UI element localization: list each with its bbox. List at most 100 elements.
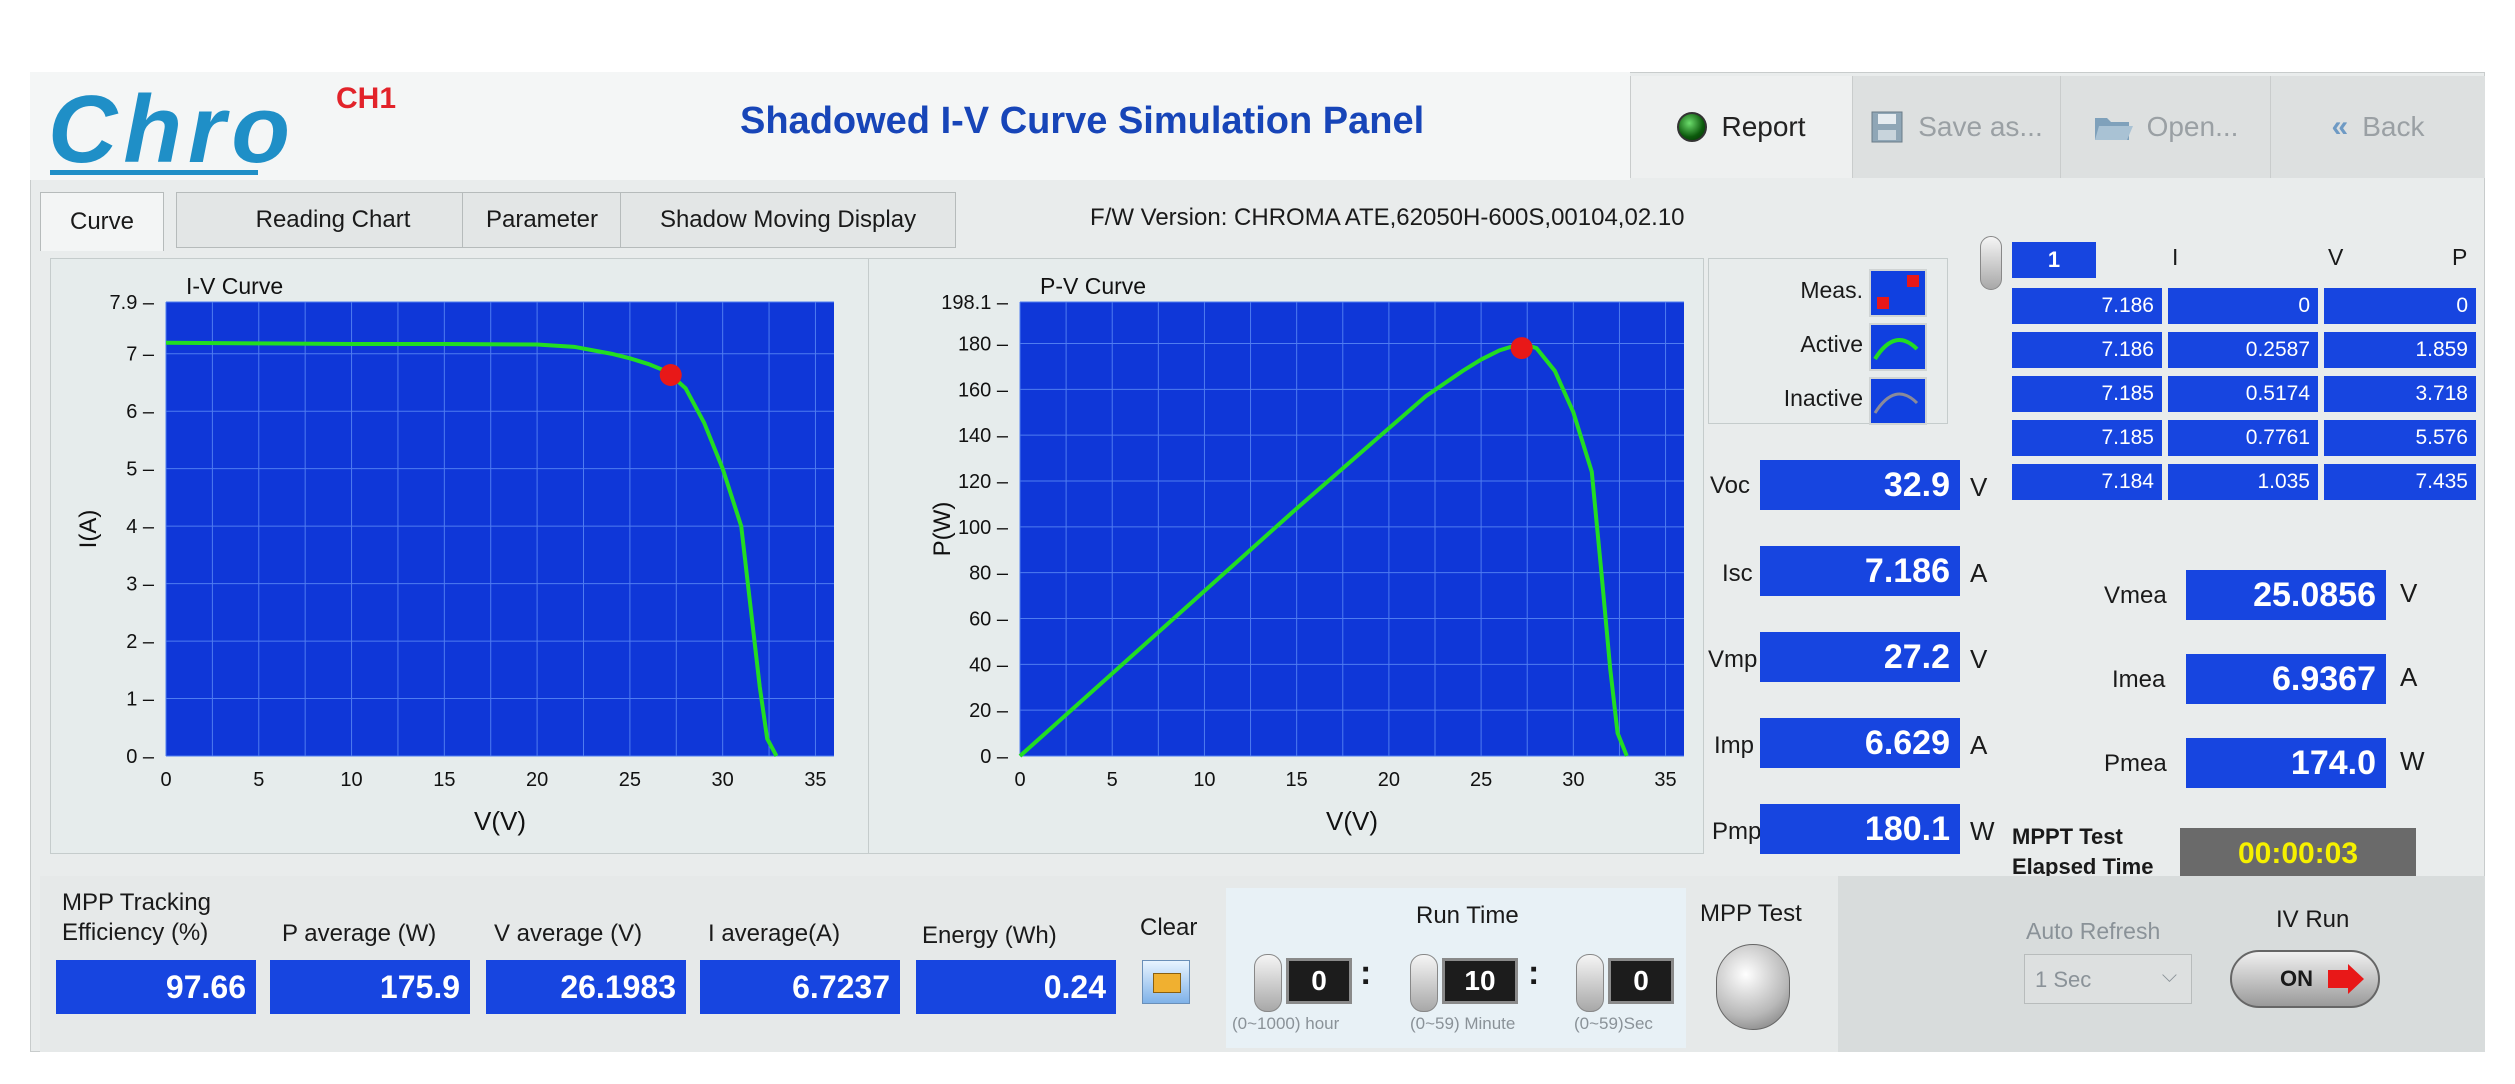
second-hint: (0~59)Sec bbox=[1574, 1014, 1653, 1033]
auto-refresh-select[interactable]: 1 Sec ⌵ bbox=[2024, 954, 2192, 1004]
iv-x-tick-label: 35 bbox=[804, 769, 826, 791]
save-as-label: Save as... bbox=[1918, 111, 2043, 142]
tab-parameter[interactable]: Parameter bbox=[462, 192, 622, 248]
auto-refresh-value: 1 Sec bbox=[2035, 967, 2092, 992]
mppt-elapsed-time: 00:00:03 bbox=[2180, 828, 2416, 880]
iv-y-tick-label: 5 – bbox=[126, 459, 155, 481]
v-average-label: V average (V) bbox=[494, 920, 643, 947]
firmware-version: F/W Version: CHROMA ATE,62050H-600S,0010… bbox=[1090, 204, 1685, 231]
tab-shadow-moving-display[interactable]: Shadow Moving Display bbox=[620, 192, 956, 248]
iv-plot-area bbox=[166, 302, 834, 756]
tab-reading-chart-label: Reading Chart bbox=[255, 206, 411, 233]
table-scroll-spinner[interactable] bbox=[1980, 236, 2002, 290]
clear-button[interactable] bbox=[1142, 960, 1190, 1004]
pv-x-tick-label: 10 bbox=[1193, 769, 1215, 791]
mppt-elapsed-line2: Elapsed Time bbox=[2012, 854, 2154, 879]
pv-y-tick-label: 198.1 – bbox=[941, 292, 1009, 314]
table-index[interactable]: 1 bbox=[2012, 242, 2096, 278]
table-cell: 0.7761 bbox=[2168, 420, 2318, 456]
v-average-value: 26.1983 bbox=[486, 960, 686, 1014]
pv-x-tick-label: 25 bbox=[1470, 769, 1492, 791]
iv-x-tick-label: 0 bbox=[160, 769, 171, 791]
channel-label: CH1 bbox=[336, 82, 397, 115]
pv-x-tick-label: 5 bbox=[1107, 769, 1118, 791]
report-button[interactable]: Report bbox=[1630, 76, 1852, 178]
vmea-label: Vmea bbox=[2104, 582, 2167, 609]
table-cell: 5.576 bbox=[2324, 420, 2476, 456]
pmea-unit: W bbox=[2400, 746, 2425, 776]
isc-label: Isc bbox=[1722, 560, 1753, 587]
open-button[interactable]: Open... bbox=[2060, 76, 2270, 178]
iv-y-tick-label: 6 – bbox=[126, 401, 155, 423]
tab-parameter-label: Parameter bbox=[485, 206, 599, 233]
logo-underline bbox=[50, 170, 258, 175]
table-cell: 7.185 bbox=[2012, 376, 2162, 412]
pv-y-tick-label: 160 – bbox=[958, 379, 1009, 401]
back-button[interactable]: « Back bbox=[2270, 76, 2485, 178]
save-as-button[interactable]: Save as... bbox=[1852, 76, 2060, 178]
mpp-efficiency-line2: Efficiency (%) bbox=[62, 919, 209, 946]
iv-parameters: Voc 32.9 V Isc 7.186 A Vmp 27.2 V Imp 6.… bbox=[1708, 432, 1998, 854]
hour-input[interactable]: 0 bbox=[1286, 958, 1352, 1004]
pv-y-tick-label: 60 – bbox=[969, 608, 1009, 630]
imp-value: 6.629 bbox=[1760, 718, 1960, 768]
voc-label: Voc bbox=[1710, 472, 1751, 499]
pv-y-tick-label: 80 – bbox=[969, 563, 1009, 585]
pv-x-tick-label: 30 bbox=[1562, 769, 1584, 791]
minute-spinner[interactable] bbox=[1410, 954, 1438, 1012]
pv-chart: P-V Curve 0 – 20 – 40 – 60 – 80 – 100 – 120 – 14… bbox=[929, 273, 1684, 836]
minute-hint: (0~59) Minute bbox=[1410, 1014, 1516, 1033]
colon-1: : bbox=[1360, 954, 1372, 992]
iv-y-tick-label: 1 – bbox=[126, 689, 155, 711]
vmea-unit: V bbox=[2400, 578, 2418, 608]
legend-active-swatch bbox=[1869, 323, 1927, 371]
tab-curve[interactable]: Curve bbox=[40, 192, 164, 251]
iv-chart: I-V Curve 0 – 1 – 2 – 3 – 4 – 5 – 6 – 7 – 7.9 – 0 5… bbox=[75, 273, 834, 836]
legend-inactive-swatch bbox=[1869, 377, 1927, 425]
play-arrow-icon bbox=[2328, 964, 2364, 994]
minute-input[interactable]: 10 bbox=[1442, 958, 1518, 1004]
second-spinner[interactable] bbox=[1576, 954, 1604, 1012]
table-cell: 7.186 bbox=[2012, 332, 2162, 368]
iv-y-tick-label: 4 – bbox=[126, 516, 155, 538]
iv-y-tick-label: 7.9 – bbox=[110, 292, 155, 314]
report-label: Report bbox=[1721, 111, 1806, 142]
tab-reading-chart[interactable]: Reading Chart bbox=[176, 192, 490, 248]
i-average-value: 6.7237 bbox=[700, 960, 900, 1014]
header-bar bbox=[30, 72, 1630, 180]
vmp-value: 27.2 bbox=[1760, 632, 1960, 682]
mpp-efficiency-value: 97.66 bbox=[56, 960, 256, 1014]
table-cell: 0 bbox=[2168, 288, 2318, 324]
table-cell: 7.184 bbox=[2012, 464, 2162, 500]
clear-label: Clear bbox=[1140, 914, 1198, 941]
iv-x-tick-label: 10 bbox=[340, 769, 362, 791]
voc-value: 32.9 bbox=[1760, 460, 1960, 510]
mppt-elapsed-line1: MPPT Test bbox=[2012, 824, 2123, 849]
legend: Meas. Active Inactive bbox=[1708, 258, 1949, 425]
pv-y-tick-label: 140 – bbox=[958, 425, 1009, 447]
mpp-test-knob[interactable] bbox=[1716, 944, 1790, 1030]
iv-x-tick-label: 30 bbox=[712, 769, 734, 791]
imea-value: 6.9367 bbox=[2186, 654, 2386, 704]
table-cell: 0.5174 bbox=[2168, 376, 2318, 412]
p-average-label: P average (W) bbox=[282, 920, 437, 947]
isc-value: 7.186 bbox=[1760, 546, 1960, 596]
pv-x-tick-label: 0 bbox=[1014, 769, 1025, 791]
table-header-i: I bbox=[2172, 244, 2179, 270]
hour-spinner[interactable] bbox=[1254, 954, 1282, 1012]
iv-y-axis-label: I(A) bbox=[75, 510, 102, 549]
legend-active: Active bbox=[1709, 317, 1949, 371]
voc-unit: V bbox=[1970, 472, 1988, 502]
pv-y-axis-label: P(W) bbox=[929, 502, 956, 557]
table-cell: 7.435 bbox=[2324, 464, 2476, 500]
table-cell: 0 bbox=[2324, 288, 2476, 324]
vmp-label: Vmp bbox=[1708, 646, 1758, 673]
table-cell: 1.035 bbox=[2168, 464, 2318, 500]
run-time-label: Run Time bbox=[1416, 902, 1519, 929]
pv-y-tick-label: 120 – bbox=[958, 471, 1009, 493]
iv-x-tick-label: 25 bbox=[619, 769, 641, 791]
back-arrow-icon: « bbox=[2331, 110, 2349, 143]
second-input[interactable]: 0 bbox=[1608, 958, 1674, 1004]
chevron-down-icon: ⌵ bbox=[2161, 965, 2177, 987]
iv-run-toggle[interactable]: ON bbox=[2230, 950, 2380, 1008]
